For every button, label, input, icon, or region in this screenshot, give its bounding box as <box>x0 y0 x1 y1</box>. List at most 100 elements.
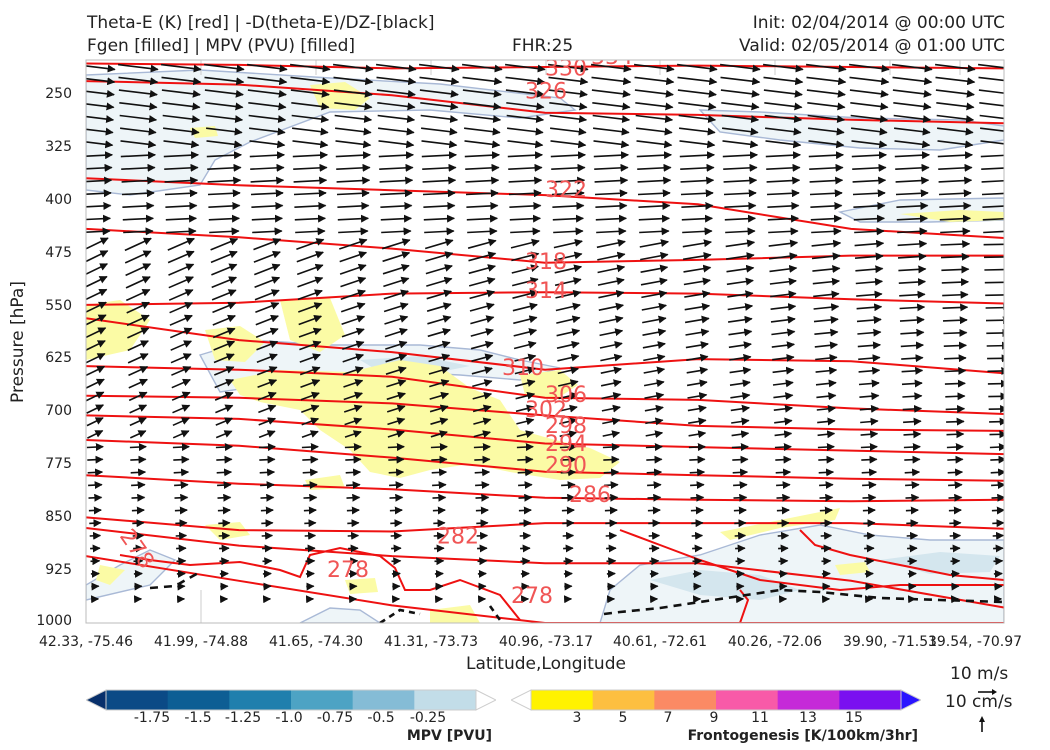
wind-vector <box>206 151 242 160</box>
wind-vector <box>855 265 884 274</box>
wind-vector <box>86 163 113 172</box>
theta-e-contour-318 <box>86 227 1004 264</box>
wind-vector <box>560 468 577 477</box>
wind-vector <box>901 354 924 363</box>
wind-vector <box>645 417 664 426</box>
wind-vector <box>894 151 930 160</box>
wind-vector <box>938 189 972 198</box>
wind-vector <box>377 102 416 111</box>
wind-vector <box>986 328 1004 337</box>
wind-vector <box>427 315 452 325</box>
wind-vector <box>941 278 969 287</box>
wind-vector <box>849 63 890 73</box>
mpv-region-bottom-left <box>299 607 382 623</box>
wind-vector <box>434 557 445 566</box>
wind-vector <box>172 417 190 427</box>
wind-vector <box>512 302 538 312</box>
wind-vector <box>733 506 747 515</box>
wind-vector <box>677 89 717 98</box>
wind-vector <box>770 290 797 299</box>
wind-vector <box>686 379 708 388</box>
wind-vector <box>86 391 105 402</box>
wind-vector <box>299 340 322 351</box>
wind-vector <box>429 404 449 413</box>
wind-vector <box>978 76 1004 82</box>
wind-vector <box>559 417 578 426</box>
wind-vector <box>808 140 845 149</box>
wind-vector <box>473 430 491 438</box>
wind-vector <box>250 176 285 185</box>
wind-vector <box>555 302 581 312</box>
y-tick: 325 <box>45 139 72 155</box>
wind-vector <box>386 379 407 388</box>
wind-vector <box>943 341 967 350</box>
wind-vector <box>118 89 158 98</box>
wind-vector <box>819 481 834 490</box>
wind-vector <box>334 102 373 111</box>
fgen-tick: 7 <box>663 710 673 726</box>
wind-vector <box>304 519 317 528</box>
wind-vector <box>895 176 930 185</box>
wind-vector <box>475 506 489 515</box>
wind-vector <box>125 276 151 289</box>
wind-vector <box>86 288 108 301</box>
wind-vector <box>691 531 704 540</box>
wind-vector <box>819 493 834 502</box>
wind-vector <box>561 493 576 502</box>
wind-vector <box>253 250 281 263</box>
valid-time: Valid: 02/05/2014 @ 01:00 UTC <box>739 36 1005 56</box>
wind-vector <box>260 481 275 490</box>
wind-vector <box>729 366 752 375</box>
wind-vector <box>512 277 539 287</box>
wind-vector <box>173 468 190 477</box>
wind-vector <box>339 238 368 250</box>
wind-vector <box>257 391 277 401</box>
contour-label-330: 330 <box>545 56 587 81</box>
wind-vector <box>161 63 202 73</box>
theta-e-contour-282 <box>86 527 1004 609</box>
wind-vector <box>126 301 151 314</box>
theta-e-contour-286 <box>86 516 1004 533</box>
wind-vector <box>732 468 749 477</box>
fgen-tick: 5 <box>618 710 628 726</box>
wind-vector <box>898 278 926 287</box>
wind-vector <box>86 263 109 275</box>
wind-vector <box>552 201 585 210</box>
wind-vector <box>419 89 459 98</box>
wind-vector <box>900 341 924 350</box>
theta-e-contour-290 <box>86 474 1004 503</box>
theta-e-contours <box>86 62 1004 623</box>
wind-vector <box>423 214 455 223</box>
wind-vector <box>766 189 800 198</box>
wind-vector <box>291 114 330 124</box>
wind-vector <box>688 417 707 426</box>
wind-vector <box>946 430 965 439</box>
wind-vector <box>466 214 498 223</box>
wind-vector <box>292 127 329 136</box>
wind-vector <box>255 327 279 338</box>
wind-vector <box>935 76 976 86</box>
wind-vector <box>949 531 962 540</box>
wind-vector <box>850 102 889 111</box>
wind-vector <box>815 354 838 363</box>
wind-vector <box>300 391 320 401</box>
wind-vector <box>131 506 145 515</box>
wind-vector <box>464 127 501 136</box>
wind-vector <box>722 151 758 160</box>
wind-vector <box>724 201 757 210</box>
wind-vector <box>475 481 490 490</box>
wind-vector <box>161 76 202 86</box>
wind-vector <box>162 102 201 111</box>
colorbar-segment <box>531 690 594 710</box>
wind-vector <box>849 89 889 98</box>
wind-vector <box>985 316 1004 325</box>
wind-vector <box>904 455 921 464</box>
wind-vector <box>601 391 622 400</box>
wind-vector <box>560 455 577 464</box>
wind-vector <box>170 340 193 351</box>
wind-vector <box>812 265 841 274</box>
wind-vector <box>213 340 236 351</box>
wind-vector <box>682 227 713 236</box>
wind-vector <box>214 391 234 401</box>
wind-vector <box>335 127 372 136</box>
